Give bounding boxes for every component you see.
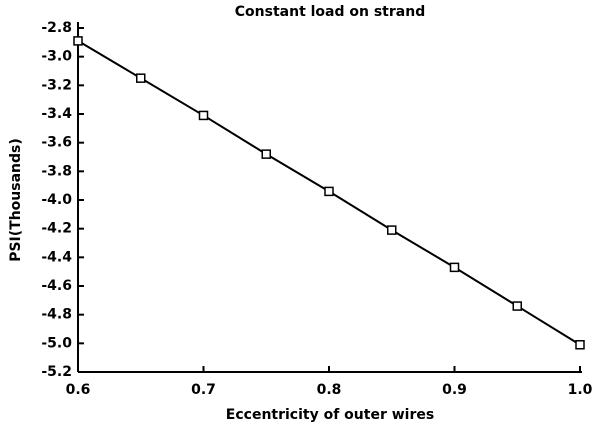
y-tick-label: -3.0 (41, 49, 72, 65)
y-tick-label: -4.6 (41, 278, 72, 294)
marker (324, 186, 334, 197)
x-tick-label: 1.0 (568, 382, 593, 398)
marker (512, 301, 522, 311)
y-tick-label: -3.8 (41, 163, 72, 179)
y-tick-label: -2.8 (41, 20, 72, 36)
y-tick-label: -3.6 (41, 135, 72, 151)
chart-title: Constant load on strand (235, 4, 425, 20)
y-tick-label: -4.4 (41, 249, 72, 265)
x-tick-label: 0.9 (442, 382, 467, 398)
y-tick-label: -5.0 (41, 335, 72, 351)
y-tick-label: -4.8 (41, 307, 72, 323)
y-tick-label: -3.2 (41, 77, 72, 93)
y-tick-label: -4.0 (41, 192, 72, 208)
x-tick-label: 0.7 (191, 382, 216, 398)
marker (387, 225, 397, 235)
marker (136, 73, 146, 83)
y-tick-label: -5.2 (41, 364, 72, 380)
marker (73, 36, 83, 46)
marker (198, 110, 209, 121)
marker (261, 149, 271, 159)
x-tick-label: 0.8 (317, 382, 342, 398)
y-tick-label: -4.2 (41, 221, 72, 237)
marker (575, 340, 585, 350)
marker (449, 262, 460, 273)
x-axis-label: Eccentricity of outer wires (226, 407, 434, 423)
y-axis-label: PSI(Thousands) (8, 138, 24, 262)
x-tick-label: 0.6 (66, 382, 91, 398)
y-tick-label: -3.4 (41, 106, 72, 122)
